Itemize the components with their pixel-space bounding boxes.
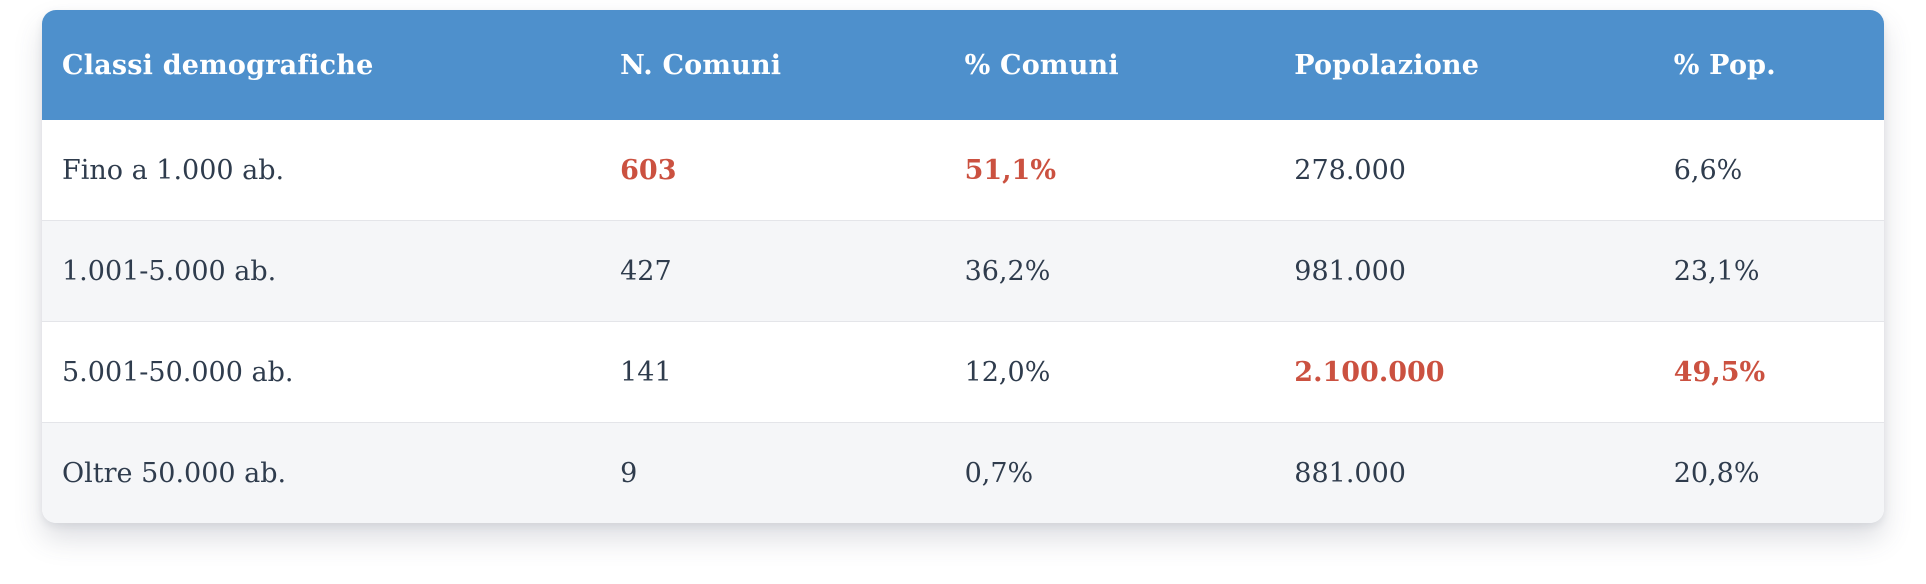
row-label-cell: Fino a 1.000 ab. [42, 120, 601, 221]
value-cell: 603 [600, 120, 945, 221]
table-body: Fino a 1.000 ab. 603 51,1% 278.000 6,6% 1.001… [42, 120, 1884, 523]
value-cell: 427 [600, 220, 945, 322]
table-row: Fino a 1.000 ab. 603 51,1% 278.000 6,6% [42, 120, 1884, 221]
value-cell: 9 [600, 422, 945, 523]
column-header-2: % Comuni [944, 10, 1275, 120]
value-cell: 0,7% [944, 422, 1275, 523]
value-cell: 981.000 [1274, 220, 1654, 322]
column-header-0: Classi demografiche [42, 10, 601, 120]
column-header-3: Popolazione [1274, 10, 1654, 120]
table-row: Oltre 50.000 ab. 9 0,7% 881.000 20,8% [42, 422, 1884, 523]
demographic-table: Classi demografiche N. Comuni% Comuni Popo… [42, 10, 1884, 523]
table-row: 5.001-50.000 ab. 141 12,0% 2.100.000 49,5% [42, 321, 1884, 423]
value-cell: 6,6% [1653, 120, 1884, 221]
row-label-cell: Oltre 50.000 ab. [42, 422, 601, 523]
value-cell: 2.100.000 [1274, 321, 1654, 423]
value-cell: 20,8% [1653, 422, 1884, 523]
value-cell: 23,1% [1653, 220, 1884, 322]
value-cell: 36,2% [944, 220, 1275, 322]
value-cell: 12,0% [944, 321, 1275, 423]
value-cell: 278.000 [1274, 120, 1654, 221]
table-row: 1.001-5.000 ab. 427 36,2% 981.000 23,1% [42, 220, 1884, 322]
demographic-table-card: Classi demografiche N. Comuni% Comuni Popo… [42, 10, 1884, 523]
value-cell: 881.000 [1274, 422, 1654, 523]
row-label-cell: 5.001-50.000 ab. [42, 321, 601, 423]
value-cell: 51,1% [944, 120, 1275, 221]
column-header-1: N. Comuni [600, 10, 945, 120]
value-cell: 141 [600, 321, 945, 423]
table-header-row: Classi demografiche N. Comuni% Comuni Popo… [42, 10, 1884, 120]
value-cell: 49,5% [1653, 321, 1884, 423]
row-label-cell: 1.001-5.000 ab. [42, 220, 601, 322]
column-header-4: % Pop. [1653, 10, 1884, 120]
